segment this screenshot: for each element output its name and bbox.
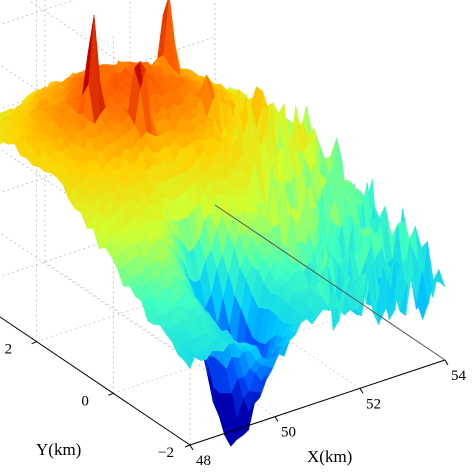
x-tick-label: 54 — [451, 368, 467, 384]
y-tick-labels: −2 0 2 — [5, 342, 174, 461]
y-axis-label: Y(km) — [36, 440, 81, 459]
x-tick-mark — [189, 444, 194, 451]
axis-frame — [0, 204, 449, 451]
x-tick-mark — [274, 416, 279, 422]
x-axis-line — [189, 359, 446, 446]
y-tick-mark — [184, 444, 191, 448]
y-tick-label: −2 — [158, 445, 174, 461]
x-axis-label: X(km) — [307, 447, 352, 466]
x-tick-label: 52 — [366, 396, 381, 412]
x-tick-labels: 48 50 52 54 — [196, 368, 467, 469]
y-axis-line — [0, 316, 191, 446]
surface-mesh — [0, 0, 446, 447]
surface-patch — [433, 268, 446, 288]
x-tick-label: 48 — [196, 453, 211, 469]
x-tick-mark — [359, 388, 364, 394]
x-tick-label: 50 — [281, 425, 296, 441]
y-tick-mark — [108, 392, 114, 396]
y-tick-label: 2 — [5, 342, 12, 358]
x-tick-mark — [444, 359, 449, 366]
grid-line — [0, 232, 191, 362]
grid-line — [0, 0, 76, 26]
frame-line — [214, 204, 446, 361]
y-tick-label: 0 — [81, 393, 89, 409]
y-tick-mark — [31, 341, 37, 345]
